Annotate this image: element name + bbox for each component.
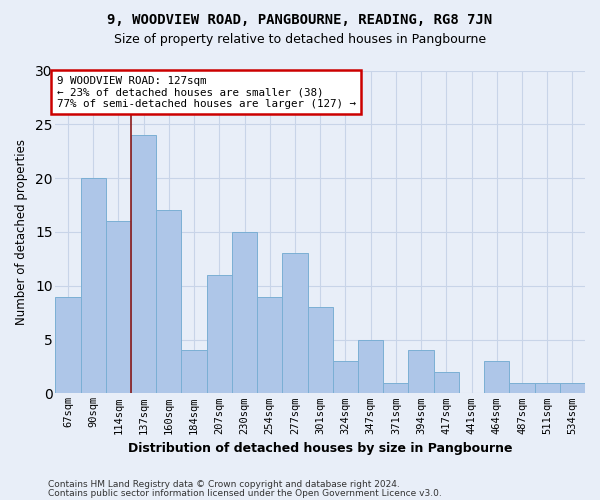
- Text: Size of property relative to detached houses in Pangbourne: Size of property relative to detached ho…: [114, 32, 486, 46]
- Bar: [484, 361, 509, 394]
- Bar: [383, 382, 409, 394]
- Bar: [232, 232, 257, 394]
- Bar: [131, 135, 156, 394]
- Bar: [509, 382, 535, 394]
- Bar: [560, 382, 585, 394]
- X-axis label: Distribution of detached houses by size in Pangbourne: Distribution of detached houses by size …: [128, 442, 512, 455]
- Bar: [434, 372, 459, 394]
- Bar: [156, 210, 181, 394]
- Bar: [308, 308, 333, 394]
- Text: Contains public sector information licensed under the Open Government Licence v3: Contains public sector information licen…: [48, 488, 442, 498]
- Bar: [206, 275, 232, 394]
- Bar: [106, 221, 131, 394]
- Bar: [55, 296, 80, 394]
- Bar: [409, 350, 434, 394]
- Bar: [333, 361, 358, 394]
- Bar: [181, 350, 206, 394]
- Text: Contains HM Land Registry data © Crown copyright and database right 2024.: Contains HM Land Registry data © Crown c…: [48, 480, 400, 489]
- Text: 9, WOODVIEW ROAD, PANGBOURNE, READING, RG8 7JN: 9, WOODVIEW ROAD, PANGBOURNE, READING, R…: [107, 12, 493, 26]
- Text: 9 WOODVIEW ROAD: 127sqm
← 23% of detached houses are smaller (38)
77% of semi-de: 9 WOODVIEW ROAD: 127sqm ← 23% of detache…: [56, 76, 356, 109]
- Bar: [257, 296, 283, 394]
- Y-axis label: Number of detached properties: Number of detached properties: [15, 139, 28, 325]
- Bar: [535, 382, 560, 394]
- Bar: [283, 254, 308, 394]
- Bar: [80, 178, 106, 394]
- Bar: [358, 340, 383, 394]
